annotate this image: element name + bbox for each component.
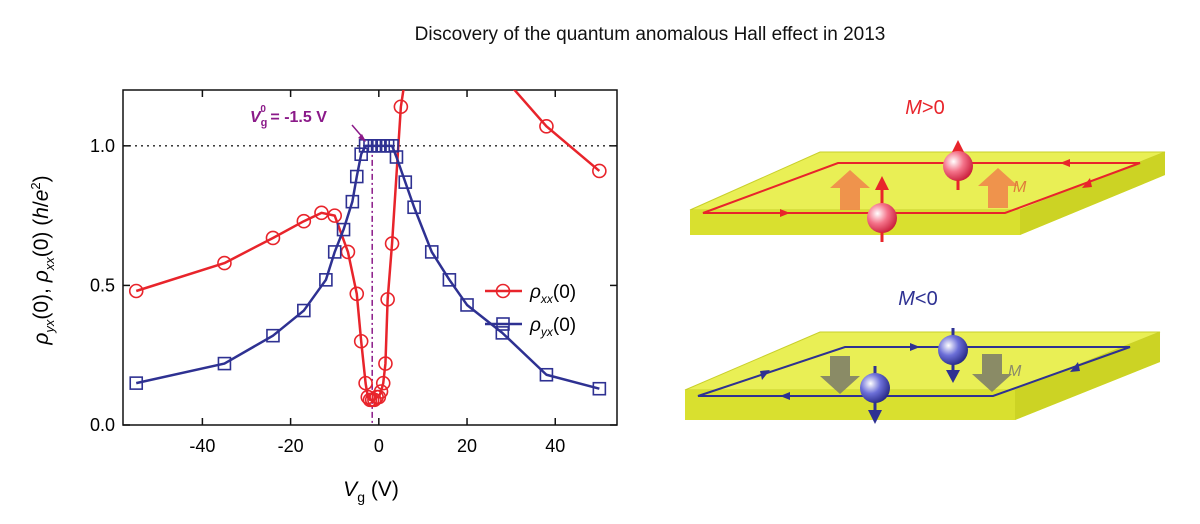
annotation-arrow-head xyxy=(358,134,366,142)
spin-electron-top-right xyxy=(943,140,973,190)
data-point-rho-yx xyxy=(460,298,474,312)
data-point-rho-xx xyxy=(265,230,281,246)
series-line-rho-yx xyxy=(135,144,600,390)
magnetization-label-top: M xyxy=(1013,179,1027,196)
y-axis-label-part: yx xyxy=(42,319,57,334)
legend-label-rho-xx: ρxx(0) xyxy=(529,282,576,306)
y-axis-label-part: ) xyxy=(30,175,53,182)
data-point-rho-xx xyxy=(592,163,607,179)
annotation-rest: = -1.5 V xyxy=(266,109,327,126)
markers-layer xyxy=(128,99,607,408)
data-point-rho-yx xyxy=(398,175,413,189)
data-point-rho-xx xyxy=(327,208,343,223)
data-point-rho-xx xyxy=(128,283,144,299)
plot-frame xyxy=(122,89,618,426)
data-point-rho-xx xyxy=(296,213,312,229)
page-title: Discovery of the quantum anomalous Hall … xyxy=(414,24,886,45)
x-axis-label-sub: g xyxy=(357,489,365,505)
series-line-rho-xx xyxy=(135,90,601,402)
data-point-rho-yx xyxy=(385,139,399,153)
label-m-negative: M<0 xyxy=(898,288,937,310)
data-point-rho-yx xyxy=(217,356,232,371)
x-tick-label: -20 xyxy=(278,436,304,456)
curves-layer xyxy=(135,90,601,402)
data-point-rho-xx xyxy=(217,255,232,271)
data-point-rho-yx xyxy=(407,200,421,215)
edge-loop-bottom xyxy=(697,343,1131,400)
data-point-rho-xx xyxy=(349,286,365,302)
spin-electron-bottom-left xyxy=(860,366,890,424)
y-axis-label-part: h xyxy=(30,207,53,219)
spin-electron-top-left xyxy=(867,176,897,242)
data-point-rho-yx xyxy=(266,328,280,343)
data-point-rho-yx xyxy=(327,245,342,259)
data-point-rho-xx xyxy=(380,292,395,307)
data-point-rho-yx xyxy=(442,273,457,287)
data-point-rho-yx xyxy=(319,273,333,287)
data-point-rho-yx xyxy=(495,326,510,340)
annotation-main: V xyxy=(250,109,262,126)
y-tick-label: 0.5 xyxy=(90,275,115,295)
y-axis-label-part: e xyxy=(30,190,53,202)
data-point-rho-yx xyxy=(539,367,554,382)
y-axis-label-part: ρ xyxy=(30,270,53,283)
slab-top xyxy=(689,151,1166,235)
data-point-rho-yx xyxy=(592,381,607,396)
x-tick-label: 40 xyxy=(545,436,565,456)
x-axis-label-unit: (V) xyxy=(365,478,399,501)
data-point-rho-xx xyxy=(353,333,369,349)
edge-loop-top xyxy=(702,159,1141,217)
y-axis-label-part: (0) ( xyxy=(30,219,53,258)
data-point-rho-yx xyxy=(354,147,368,162)
magnetization-label-bottom: M xyxy=(1008,363,1022,380)
annotation-sub: g xyxy=(261,117,268,129)
data-point-rho-yx xyxy=(336,222,351,237)
y-axis-label-part: ρ xyxy=(30,333,53,346)
data-point-rho-yx xyxy=(349,169,364,184)
label-m-positive: M>0 xyxy=(905,97,944,119)
x-tick-label: 20 xyxy=(457,436,477,456)
data-point-rho-xx xyxy=(378,356,393,371)
data-point-rho-xx xyxy=(393,99,409,115)
reference-line-layer xyxy=(123,145,617,425)
y-axis-label: ρyx(0), ρxx(0) (h/e2) xyxy=(28,175,57,345)
transport-chart: -40 -20 0 20 400.00.51.0 ρyx(0), ρxx(0) (h/e… xyxy=(28,89,618,505)
data-point-rho-xx xyxy=(375,375,391,391)
data-point-rho-yx xyxy=(297,303,311,318)
legend-entry-rho-xx: ρxx(0) xyxy=(485,282,576,306)
y-axis-label-part: / xyxy=(30,201,53,207)
data-point-rho-yx xyxy=(345,194,360,209)
data-point-rho-xx xyxy=(373,384,389,399)
legend: ρxx(0) ρyx(0) xyxy=(485,282,576,339)
edge-state-diagram: M M>0 M xyxy=(684,97,1166,424)
plot-area-border xyxy=(122,89,618,426)
data-point-rho-xx xyxy=(539,118,554,134)
y-axis-label-part: xx xyxy=(42,257,57,272)
data-point-rho-yx xyxy=(389,150,404,164)
x-tick-label: -40 xyxy=(189,436,215,456)
y-axis-label-part: (0), xyxy=(30,282,53,319)
x-axis-label: Vg (V) xyxy=(343,478,399,505)
legend-label-rho-yx: ρyx(0) xyxy=(529,315,576,339)
gate-voltage-annotation: Vg 0 = -1.5 V xyxy=(250,104,327,129)
annotation-sup: 0 xyxy=(260,104,266,115)
magnetization-arrows-top: M xyxy=(830,168,1027,210)
data-point-rho-yx xyxy=(424,245,439,259)
y-axis-label-part: 2 xyxy=(28,182,43,189)
legend-entry-rho-yx: ρyx(0) xyxy=(485,315,576,339)
x-tick-label: 0 xyxy=(374,436,384,456)
data-point-rho-yx xyxy=(129,376,144,390)
data-point-rho-xx xyxy=(358,375,373,391)
data-point-rho-xx xyxy=(384,236,400,251)
magnetization-arrows-bottom: M xyxy=(820,354,1022,394)
y-tick-label: 0.0 xyxy=(90,415,115,435)
spin-electron-bottom-right xyxy=(938,328,968,383)
y-tick-label: 1.0 xyxy=(90,136,115,156)
x-axis-label-main: V xyxy=(343,478,359,501)
ticks-layer: -40 -20 0 20 40 0.0 0.5 1.0 xyxy=(90,90,617,456)
